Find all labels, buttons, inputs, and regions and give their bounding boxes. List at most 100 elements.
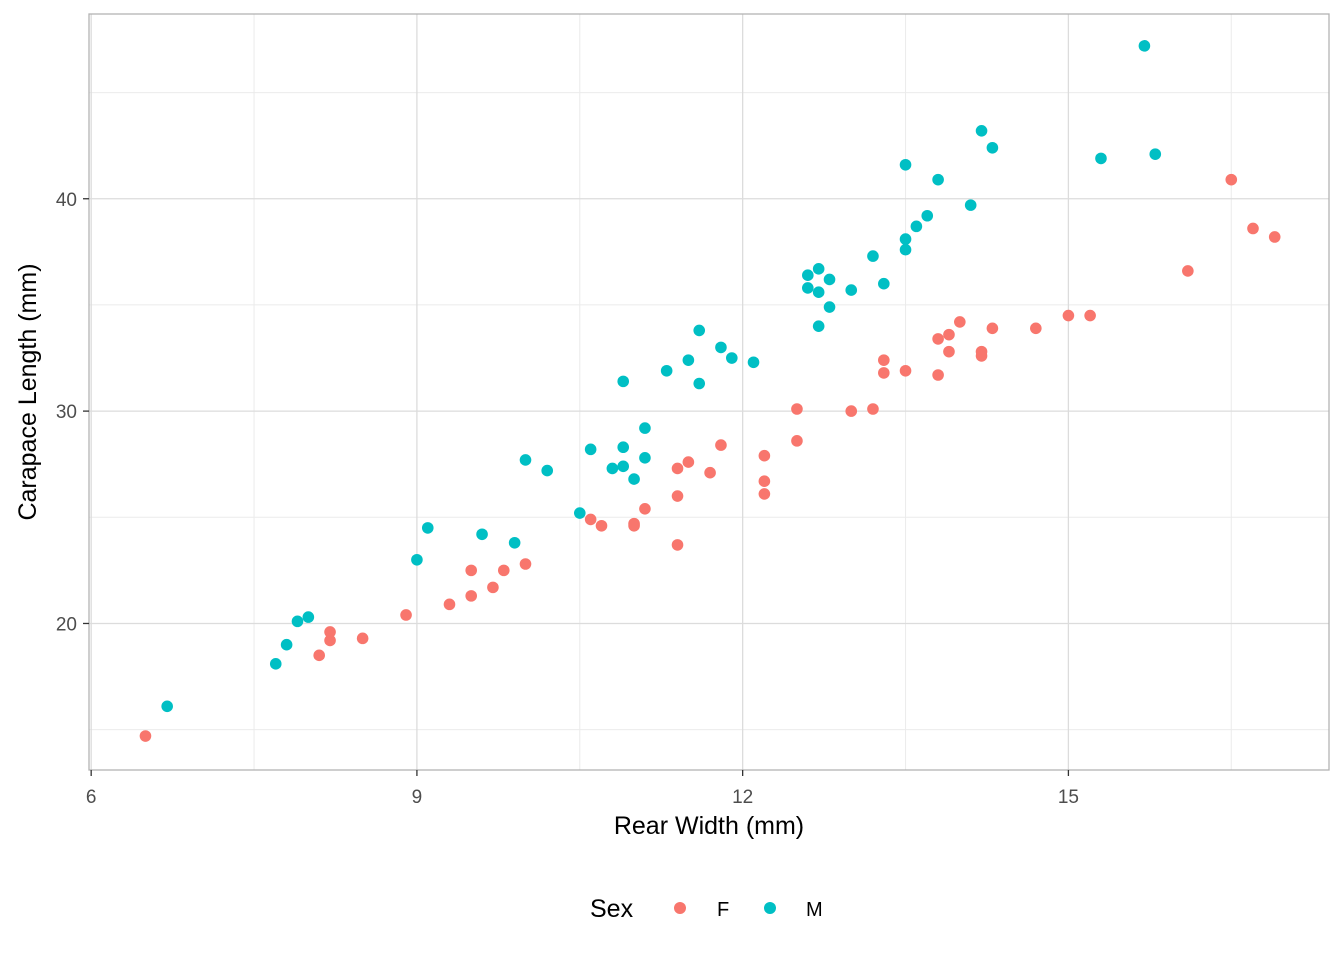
point-f [758, 475, 771, 487]
point-m [421, 522, 434, 534]
plot-border [88, 13, 1330, 771]
point-m [899, 233, 912, 245]
data-points [139, 40, 1281, 742]
point-m [932, 173, 944, 186]
point-m [845, 284, 858, 296]
point-f [313, 649, 325, 662]
x-tick-label: 15 [1058, 787, 1079, 808]
y-axis-title: Carapace Length (mm) [14, 263, 42, 520]
point-f [443, 598, 456, 611]
point-f [1062, 309, 1075, 322]
point-m [812, 263, 825, 275]
point-f [932, 333, 944, 345]
point-m [812, 286, 825, 298]
point-m [910, 220, 923, 233]
legend: Sex F M [590, 895, 823, 923]
point-f [682, 456, 695, 468]
point-m [291, 615, 304, 628]
point-m [899, 243, 912, 256]
point-m [715, 341, 727, 354]
point-m [1149, 148, 1162, 160]
legend-label-m: M [806, 899, 823, 921]
point-m [660, 364, 673, 377]
point-m [639, 422, 651, 434]
point-f [715, 439, 727, 451]
point-m [921, 209, 934, 222]
point-f [497, 564, 510, 577]
point-f [1084, 309, 1096, 322]
point-f [867, 403, 879, 415]
point-f [324, 626, 336, 638]
point-f [639, 502, 651, 515]
legend-marker-m [764, 902, 776, 914]
point-m [823, 273, 836, 286]
point-f [845, 405, 858, 417]
point-f [791, 435, 803, 447]
point-m [878, 277, 890, 290]
point-f [465, 564, 478, 577]
point-m [617, 441, 630, 454]
point-f [1182, 265, 1194, 277]
point-m [1138, 40, 1151, 52]
point-f [671, 490, 684, 502]
point-m [476, 528, 488, 541]
point-f [878, 367, 890, 379]
point-m [1095, 152, 1107, 165]
point-m [617, 375, 630, 388]
point-f [139, 730, 152, 742]
axis-ticks [83, 198, 1070, 776]
point-m [975, 124, 988, 137]
plot-panel [89, 14, 1329, 770]
point-m [584, 443, 597, 456]
point-m [541, 464, 554, 477]
point-m [508, 536, 521, 549]
x-tick-labels: 6 9 12 15 [86, 787, 1079, 808]
point-m [867, 250, 879, 262]
point-f [1268, 231, 1281, 243]
point-m [726, 352, 738, 364]
point-f [704, 466, 716, 479]
legend-title: Sex [590, 895, 634, 923]
legend-label-f: F [717, 899, 729, 921]
minor-gridlines [89, 14, 1329, 770]
y-tick-label: 20 [56, 614, 77, 635]
point-m [617, 460, 630, 473]
y-tick-label: 40 [56, 190, 77, 211]
point-f [943, 345, 955, 358]
point-m [519, 454, 532, 466]
point-m [280, 638, 293, 651]
y-tick-labels: 20 30 40 [56, 190, 77, 636]
point-m [573, 507, 586, 519]
point-f [487, 581, 499, 594]
x-tick-label: 12 [732, 787, 753, 808]
point-f [758, 449, 771, 462]
point-m [823, 301, 836, 313]
major-gridlines [89, 14, 1329, 770]
point-m [802, 282, 814, 294]
point-f [791, 403, 803, 415]
point-f [758, 488, 771, 500]
point-f [324, 634, 336, 647]
point-f [595, 519, 608, 532]
point-m [682, 354, 695, 366]
point-f [356, 632, 369, 645]
point-m [747, 356, 760, 369]
point-f [878, 354, 890, 366]
point-f [943, 328, 955, 341]
point-f [975, 345, 988, 358]
point-f [628, 517, 640, 530]
x-tick-label: 6 [86, 787, 97, 808]
point-m [812, 320, 825, 332]
point-m [606, 462, 619, 475]
point-f [954, 316, 966, 328]
point-m [269, 658, 282, 670]
legend-marker-f [674, 902, 686, 914]
point-m [693, 324, 706, 337]
series-f [139, 173, 1281, 742]
point-m [639, 452, 651, 464]
point-f [671, 539, 684, 551]
point-m [302, 611, 315, 623]
point-f [899, 364, 912, 377]
point-f [584, 513, 597, 526]
